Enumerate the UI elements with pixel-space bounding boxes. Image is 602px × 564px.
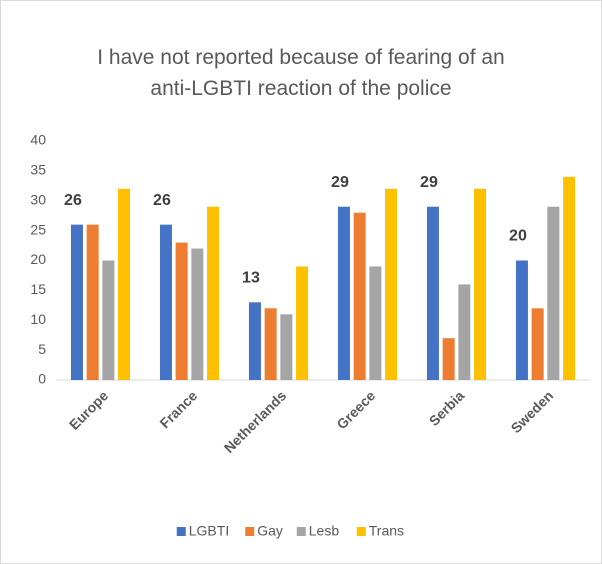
bar: [207, 206, 220, 380]
legend-label: Gay: [257, 523, 283, 539]
data-label: 26: [153, 192, 171, 209]
legend-swatch: [176, 527, 186, 536]
bar: [385, 188, 398, 380]
bar: [337, 206, 350, 380]
bar: [515, 260, 528, 380]
bar: [264, 308, 277, 380]
y-tick-label: 10: [30, 311, 46, 327]
bar: [442, 338, 455, 380]
legend-label: LGBTI: [189, 523, 229, 539]
y-tick-label: 30: [30, 191, 46, 207]
bar: [102, 260, 115, 380]
data-label: 13: [242, 270, 260, 287]
bar: [86, 224, 99, 380]
bar: [369, 266, 382, 380]
bar: [474, 188, 487, 380]
legend-swatch: [245, 527, 255, 536]
legend-swatch: [356, 527, 366, 536]
y-tick-label: 25: [30, 221, 46, 237]
bar: [70, 224, 83, 380]
legend-label: Trans: [369, 523, 404, 539]
data-label: 26: [64, 192, 82, 209]
bar: [280, 314, 293, 380]
y-tick-label: 35: [30, 162, 46, 178]
bar: [296, 266, 309, 380]
data-label: 29: [331, 174, 349, 191]
y-tick-label: 40: [30, 132, 46, 148]
y-tick-label: 20: [30, 251, 46, 267]
bar: [458, 284, 471, 380]
y-tick-label: 5: [38, 341, 46, 357]
data-label: 29: [420, 174, 438, 191]
y-tick-label: 0: [38, 371, 46, 387]
bar: [353, 212, 366, 380]
bar: [563, 176, 576, 380]
chart-title: I have not reported because of fearing o…: [97, 46, 505, 100]
legend-swatch: [296, 527, 306, 536]
bar: [191, 248, 204, 380]
data-label: 20: [509, 228, 527, 245]
legend-label: Lesb: [309, 523, 340, 539]
bar: [426, 206, 439, 380]
y-tick-label: 15: [30, 281, 46, 297]
bar: [118, 188, 131, 380]
bar: [159, 224, 172, 380]
bar: [547, 206, 560, 380]
bar: [531, 308, 544, 380]
bar: [248, 302, 261, 380]
bar: [175, 242, 188, 380]
